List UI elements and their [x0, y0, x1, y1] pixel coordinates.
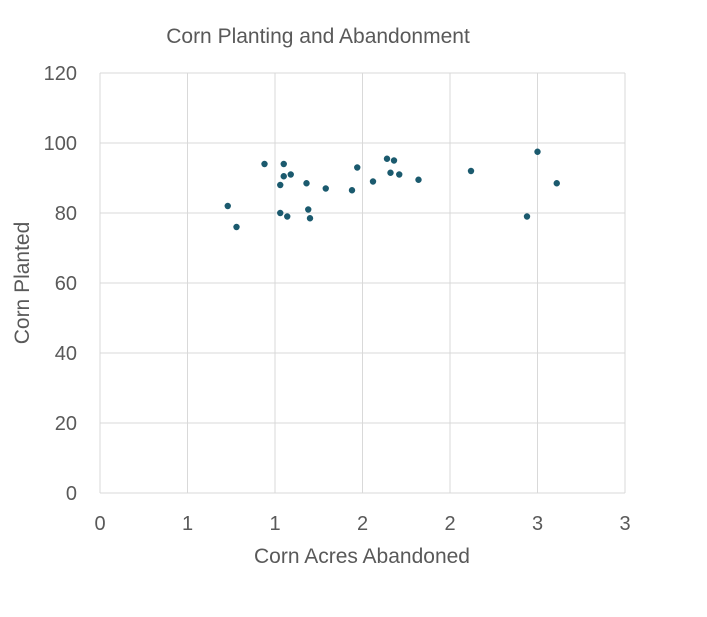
- data-point: [287, 171, 294, 178]
- x-tick-label: 2: [444, 513, 455, 535]
- data-point: [354, 164, 361, 171]
- data-point: [284, 213, 291, 220]
- data-point: [280, 160, 287, 168]
- y-tick-label: 60: [55, 273, 77, 295]
- data-point: [348, 187, 356, 194]
- y-axis-ticks: 0 20 40 60 80 100 120: [44, 63, 77, 505]
- y-tick-label: 80: [55, 203, 77, 225]
- y-tick-label: 40: [55, 343, 77, 365]
- data-point: [261, 160, 268, 168]
- y-tick-label: 20: [55, 413, 77, 435]
- data-point: [280, 173, 287, 180]
- data-point: [396, 171, 403, 178]
- data-point: [387, 169, 394, 176]
- data-point: [277, 181, 284, 189]
- data-point: [467, 167, 475, 175]
- x-tick-label: 2: [357, 513, 368, 535]
- data-point: [523, 213, 531, 220]
- grid: [99, 72, 626, 494]
- data-point: [303, 180, 310, 187]
- x-tick-label: 1: [182, 513, 193, 535]
- x-tick-label: 3: [619, 513, 630, 535]
- chart-title: Corn Planting and Abandonment: [166, 25, 470, 48]
- x-tick-label: 1: [269, 513, 280, 535]
- data-point: [233, 223, 240, 231]
- x-tick-label: 0: [94, 513, 105, 535]
- data-point: [390, 157, 398, 164]
- data-point: [306, 215, 314, 222]
- data-point: [553, 180, 560, 187]
- data-points: [224, 148, 560, 231]
- x-axis-title: Corn Acres Abandoned: [254, 545, 470, 568]
- data-point: [305, 206, 312, 213]
- data-point: [322, 185, 329, 192]
- data-point: [224, 202, 231, 210]
- data-point: [369, 178, 377, 185]
- data-point: [534, 148, 541, 155]
- x-axis-ticks: 0 1 1 2 2 3 3: [94, 513, 630, 535]
- y-tick-label: 0: [66, 483, 77, 505]
- x-tick-label: 3: [532, 513, 543, 535]
- y-axis-title: Corn Planted: [11, 222, 34, 345]
- data-point: [415, 176, 422, 183]
- y-tick-label: 120: [44, 63, 77, 85]
- data-point: [277, 209, 284, 217]
- data-point: [383, 155, 391, 162]
- y-tick-label: 100: [44, 133, 77, 155]
